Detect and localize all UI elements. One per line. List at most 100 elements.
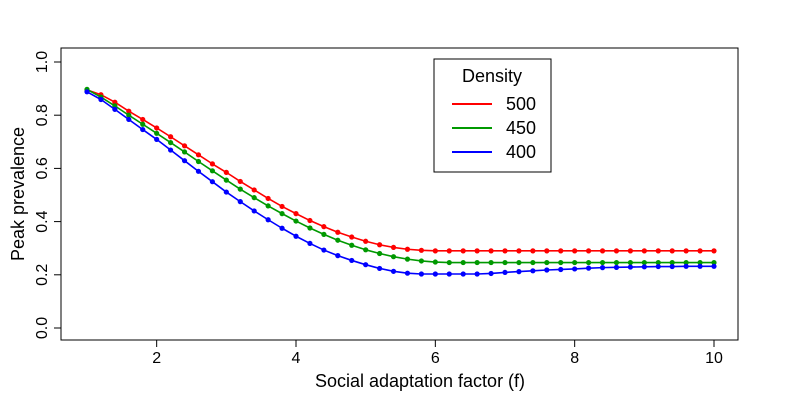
data-point-450: [390, 254, 397, 260]
y-axis-title: Peak prevalence: [8, 127, 28, 261]
data-point-400: [321, 247, 327, 253]
data-point-500: [599, 248, 606, 254]
series-line-400: [86, 91, 714, 275]
data-point-400: [251, 208, 257, 214]
data-point-500: [321, 224, 327, 230]
data-point-500: [307, 217, 313, 224]
data-point-450: [544, 259, 550, 266]
data-point-500: [349, 234, 355, 240]
series-400: [84, 89, 717, 277]
data-point-450: [432, 259, 438, 265]
data-point-400: [502, 269, 508, 276]
data-point-450: [265, 203, 271, 209]
data-point-400: [279, 225, 285, 231]
series-500: [84, 87, 717, 254]
data-point-400: [474, 271, 480, 277]
data-point-450: [126, 112, 132, 118]
data-point-500: [432, 248, 438, 254]
data-point-400: [112, 106, 118, 112]
legend: Density 500 450 400: [433, 58, 552, 173]
data-point-500: [223, 169, 229, 175]
x-tick-label: 10: [705, 350, 723, 367]
data-point-450: [377, 250, 383, 257]
data-point-400: [84, 89, 90, 95]
y-tick-label: 0.0: [34, 317, 51, 339]
data-point-450: [572, 259, 578, 266]
data-point-450: [237, 186, 243, 192]
data-point-450: [516, 259, 522, 266]
data-point-400: [404, 270, 411, 276]
data-point-400: [697, 263, 703, 269]
y-axis: 0.0 0.2 0.4 0.6 0.8 1.0: [34, 51, 61, 339]
data-point-500: [502, 248, 508, 254]
data-point-400: [488, 270, 494, 277]
data-point-450: [140, 121, 146, 127]
data-point-450: [488, 259, 494, 266]
data-point-400: [558, 266, 564, 273]
data-point-500: [572, 248, 578, 254]
data-point-450: [474, 259, 480, 266]
series-line-450: [86, 88, 714, 264]
data-point-500: [418, 247, 424, 253]
data-point-500: [293, 211, 299, 217]
y-tick-label: 1.0: [34, 51, 51, 73]
data-point-500: [363, 238, 369, 244]
data-point-400: [683, 263, 689, 269]
data-point-500: [516, 248, 522, 254]
data-point-400: [669, 263, 675, 270]
data-point-450: [154, 130, 160, 136]
data-point-500: [181, 143, 188, 149]
data-point-500: [683, 248, 689, 254]
data-point-400: [418, 271, 424, 277]
data-point-500: [154, 125, 160, 131]
y-tick-label: 0.6: [34, 157, 51, 179]
data-point-500: [544, 248, 550, 254]
data-point-400: [655, 263, 661, 270]
x-axis-title: Social adaptation factor (f): [315, 371, 525, 391]
data-point-400: [390, 268, 397, 274]
data-point-450: [418, 258, 424, 264]
data-point-450: [209, 168, 215, 174]
data-point-450: [599, 259, 606, 266]
data-point-400: [586, 265, 592, 271]
data-point-500: [669, 248, 675, 254]
data-point-400: [140, 126, 146, 133]
x-axis: 2 4 6 8 10: [152, 340, 723, 367]
data-point-400: [126, 116, 132, 123]
data-point-450: [558, 259, 564, 266]
data-point-450: [586, 259, 592, 266]
data-point-500: [711, 248, 717, 254]
data-point-500: [390, 244, 397, 251]
legend-box: [433, 58, 552, 173]
data-point-500: [209, 161, 215, 167]
data-point-400: [627, 264, 634, 270]
data-point-450: [251, 195, 257, 201]
data-point-400: [613, 264, 620, 270]
data-point-400: [195, 168, 202, 174]
y-tick-label: 0.8: [34, 104, 51, 126]
series-layer: [84, 86, 717, 277]
data-point-500: [140, 116, 146, 123]
data-point-500: [488, 248, 494, 254]
data-point-400: [572, 266, 578, 272]
data-point-500: [627, 248, 634, 254]
data-point-500: [195, 152, 202, 158]
data-point-500: [613, 248, 620, 254]
data-point-500: [112, 99, 118, 105]
data-point-450: [655, 259, 661, 266]
data-point-500: [446, 248, 452, 254]
series-line-500: [86, 89, 714, 252]
data-point-400: [516, 269, 522, 275]
data-point-400: [530, 268, 536, 274]
data-point-500: [530, 248, 536, 254]
data-point-450: [335, 237, 341, 243]
data-point-500: [460, 248, 466, 254]
data-point-450: [293, 218, 299, 224]
data-point-400: [293, 233, 299, 239]
data-point-450: [168, 139, 174, 146]
data-point-500: [404, 246, 411, 252]
y-tick-label: 0.2: [34, 264, 51, 286]
data-point-450: [279, 211, 285, 217]
data-point-450: [223, 177, 229, 183]
